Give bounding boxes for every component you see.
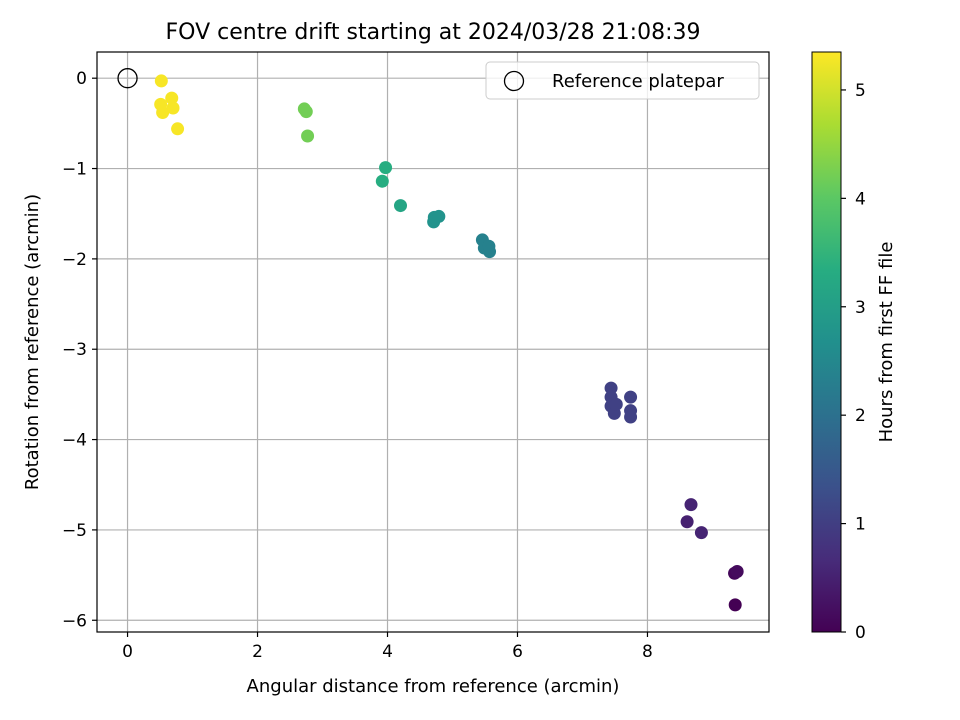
reference-point-layer — [117, 68, 138, 89]
x-tick-label: 8 — [642, 642, 653, 662]
data-point — [694, 526, 708, 540]
data-point — [375, 174, 389, 188]
data-point — [624, 410, 638, 424]
y-tick-label: −4 — [62, 431, 87, 451]
data-point — [394, 199, 408, 213]
data-point — [728, 598, 742, 612]
plot-frame — [96, 51, 770, 633]
data-point — [301, 129, 315, 143]
data-point — [166, 101, 180, 115]
colorbar-tick-label: 2 — [855, 406, 866, 426]
plot-grid — [97, 52, 769, 632]
y-tick-label: 0 — [76, 69, 87, 89]
x-tick-label: 0 — [122, 642, 133, 662]
colorbar-tick-label: 4 — [855, 189, 866, 209]
data-point — [154, 74, 168, 88]
y-axis-ticks: 0 −1 −2 −3 −4 −5 −6 — [62, 69, 97, 631]
colorbar — [811, 51, 842, 633]
colorbar-tick-label: 0 — [855, 623, 866, 643]
x-axis-label: Angular distance from reference (arcmin) — [247, 676, 620, 697]
legend-reference-label: Reference platepar — [552, 71, 724, 92]
data-points — [154, 74, 744, 612]
legend-reference-marker — [503, 70, 525, 92]
x-tick-label: 4 — [382, 642, 393, 662]
legend: Reference platepar — [485, 61, 760, 100]
data-point — [156, 106, 170, 120]
y-tick-label: −6 — [62, 611, 87, 631]
legend-box — [485, 61, 760, 100]
data-point — [165, 91, 179, 105]
data-point — [624, 390, 638, 404]
data-point — [684, 498, 698, 512]
colorbar-tick-label: 1 — [855, 515, 866, 535]
y-tick-label: −1 — [62, 160, 87, 180]
y-axis-label: Rotation from reference (arcmin) — [22, 194, 43, 490]
y-tick-label: −5 — [62, 521, 87, 541]
data-point — [379, 161, 393, 175]
colorbar-label: Hours from first FF file — [876, 242, 897, 443]
data-point — [432, 209, 446, 223]
data-point — [730, 564, 744, 578]
data-point — [299, 105, 313, 119]
chart-title: FOV centre drift starting at 2024/03/28 … — [166, 20, 701, 45]
y-tick-label: −3 — [62, 340, 87, 360]
reference-point-marker — [117, 68, 138, 89]
data-point — [483, 245, 497, 259]
data-point — [171, 122, 185, 136]
colorbar-tick-label: 5 — [855, 81, 866, 101]
colorbar-ticks: 0 1 2 3 4 5 — [841, 81, 866, 643]
y-tick-label: −2 — [62, 250, 87, 270]
colorbar-tick-label: 3 — [855, 298, 866, 318]
x-axis-ticks: 0 2 4 6 8 — [122, 632, 653, 662]
data-point — [604, 381, 618, 395]
x-tick-label: 2 — [252, 642, 263, 662]
data-point — [680, 515, 694, 529]
data-point — [609, 397, 623, 411]
x-tick-label: 6 — [512, 642, 523, 662]
